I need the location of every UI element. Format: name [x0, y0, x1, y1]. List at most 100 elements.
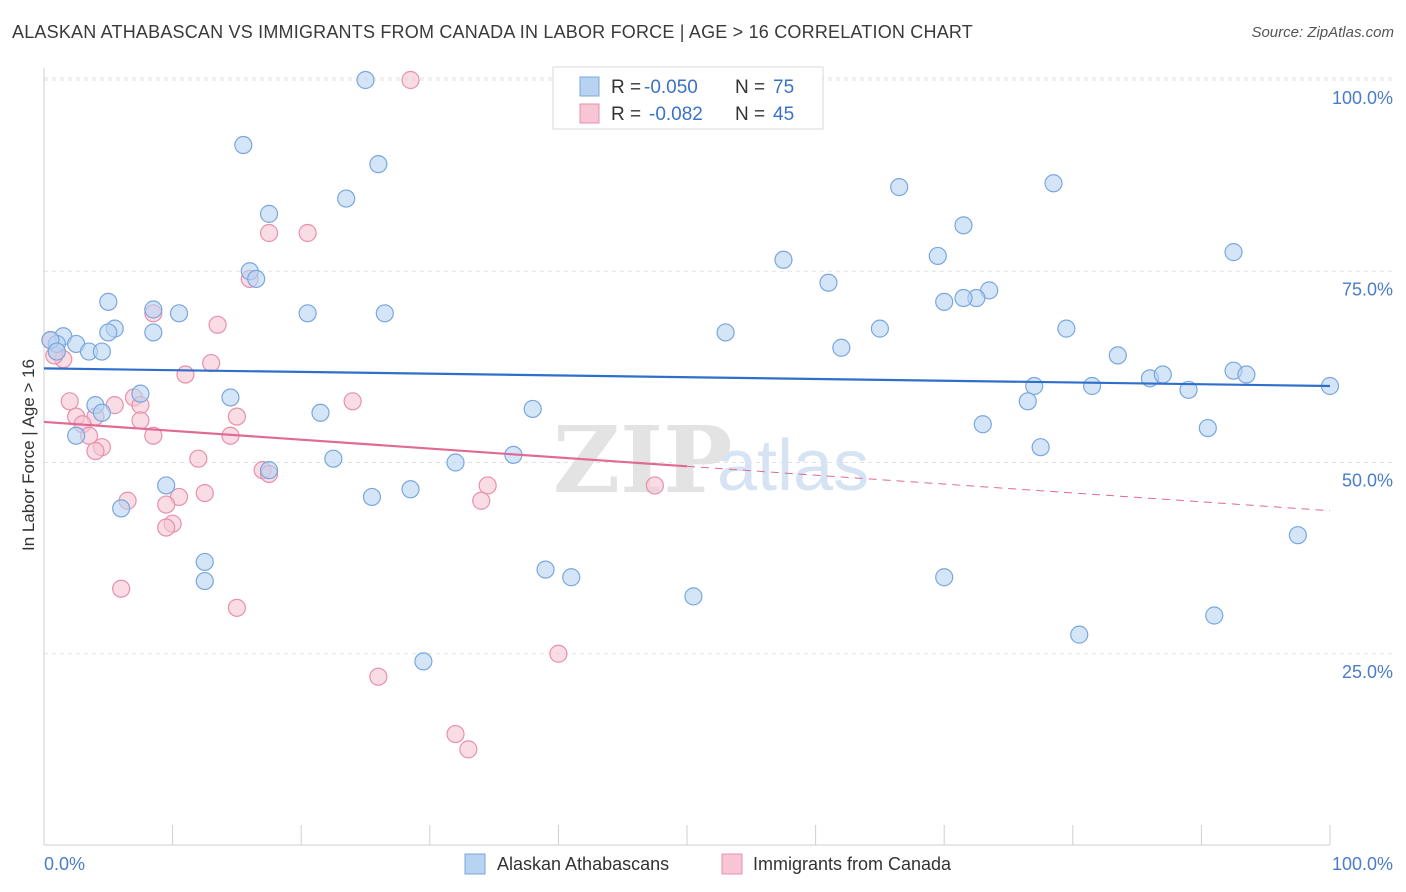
- chart-title: ALASKAN ATHABASCAN VS IMMIGRANTS FROM CA…: [12, 22, 973, 42]
- canada-point: [259, 223, 279, 243]
- athabascan-point: [99, 292, 118, 311]
- y-tick-labels: 25.0% 50.0% 75.0% 100.0%: [1332, 88, 1393, 682]
- athabascan-point: [1108, 346, 1127, 365]
- athabascan-point: [234, 135, 253, 155]
- athabascan-trend-line-solid: [43, 367, 1331, 388]
- athabascan-point: [1205, 606, 1224, 625]
- top-legend: R = -0.050 N = 75 R = -0.082 N = 45: [552, 66, 824, 130]
- grid-lines: [44, 77, 1392, 655]
- canada-point: [478, 476, 497, 495]
- canada-point: [157, 495, 176, 514]
- canada-point: [112, 579, 131, 598]
- y-tick-label: 25.0%: [1342, 662, 1393, 682]
- athabascan-point: [324, 449, 343, 468]
- athabascan-point: [99, 323, 118, 342]
- legend-swatch-blue: [579, 76, 600, 97]
- canada-point: [189, 449, 208, 468]
- canada-point: [60, 392, 79, 411]
- athabascan-point: [298, 304, 317, 323]
- athabascan-point: [92, 342, 111, 361]
- x-tick-label-min: 0.0%: [44, 854, 85, 874]
- canada-point: [195, 484, 214, 503]
- canada-point: [227, 407, 246, 426]
- athabascan-point: [169, 304, 189, 323]
- legend-r-value-1: -0.050: [644, 77, 698, 98]
- canada-point: [131, 411, 150, 430]
- athabascan-point: [362, 487, 382, 507]
- canada-point: [157, 518, 176, 537]
- bottom-legend-label-1: Alaskan Athabascans: [497, 854, 669, 874]
- athabascan-point: [1018, 392, 1037, 411]
- canada-point: [446, 724, 465, 744]
- canada-point: [645, 476, 664, 495]
- y-tick-label: 100.0%: [1332, 88, 1393, 108]
- athabascan-point: [928, 246, 947, 266]
- athabascan-point: [195, 571, 214, 591]
- athabascan-point: [1057, 319, 1076, 338]
- athabascan-point: [890, 178, 909, 197]
- legend-r-label-1: R =: [611, 77, 641, 98]
- canada-point: [549, 644, 568, 663]
- x-tick-label-max: 100.0%: [1332, 854, 1393, 874]
- athabascan-point: [144, 300, 163, 319]
- athabascan-point: [144, 323, 163, 342]
- canada-point: [176, 365, 195, 384]
- x-tick-labels: 0.0% 100.0%: [44, 854, 1393, 874]
- athabascan-point: [1031, 438, 1050, 457]
- athabascan-point: [67, 426, 86, 445]
- athabascan-point: [935, 568, 954, 587]
- athabascan-point: [369, 155, 388, 174]
- bottom-legend-label-2: Immigrants from Canada: [753, 854, 952, 874]
- athabascan-point: [819, 273, 838, 292]
- legend-n-label-1: N =: [735, 77, 765, 98]
- athabascan-point: [356, 70, 375, 90]
- athabascan-point: [973, 415, 992, 434]
- athabascan-point: [311, 403, 330, 422]
- bottom-legend-swatch-blue: [464, 853, 486, 875]
- source-label: Source: ZipAtlas.com: [1251, 24, 1394, 41]
- athabascan-point: [337, 189, 356, 208]
- athabascan-point: [954, 288, 973, 308]
- athabascan-point: [375, 304, 394, 323]
- athabascan-point: [259, 204, 279, 223]
- legend-swatch-pink: [579, 103, 600, 124]
- legend-n-value-1: 75: [773, 77, 794, 98]
- athabascan-point: [1288, 526, 1307, 545]
- athabascan-point: [221, 388, 240, 407]
- canada-point: [401, 70, 420, 90]
- canada-point: [343, 392, 362, 411]
- athabascan-point: [112, 499, 131, 518]
- athabascan-point: [935, 292, 954, 311]
- athabascan-point: [774, 250, 793, 269]
- bottom-legend: Alaskan Athabascans Immigrants from Cana…: [464, 853, 952, 875]
- athabascan-point: [259, 461, 279, 480]
- canada-trend-line-solid: [43, 420, 688, 468]
- canada-point: [144, 426, 163, 445]
- y-tick-label: 75.0%: [1342, 279, 1393, 299]
- athabascan-point: [562, 568, 581, 587]
- watermark-atlas: atlas: [717, 426, 869, 506]
- axes: [43, 68, 1331, 846]
- legend-r-label-2: R =: [611, 104, 641, 125]
- athabascan-point: [832, 338, 851, 357]
- athabascan-point: [92, 403, 111, 422]
- athabascan-point: [195, 552, 214, 572]
- athabascan-point: [1070, 625, 1089, 644]
- athabascan-point: [247, 269, 266, 288]
- canada-point: [227, 598, 246, 617]
- athabascan-point: [1179, 380, 1198, 399]
- canada-point: [202, 353, 221, 373]
- athabascan-point: [716, 323, 735, 342]
- canada-point: [459, 740, 478, 759]
- athabascan-point: [1025, 376, 1044, 396]
- athabascan-point: [1237, 365, 1256, 384]
- athabascan-point: [414, 652, 433, 671]
- athabascan-point: [47, 342, 66, 361]
- athabascan-point: [1153, 365, 1172, 384]
- athabascan-point: [1044, 174, 1063, 193]
- canada-point: [86, 441, 105, 461]
- athabascan-point: [157, 476, 176, 495]
- athabascan-point: [446, 453, 465, 472]
- legend-r-value-2: -0.082: [649, 104, 703, 125]
